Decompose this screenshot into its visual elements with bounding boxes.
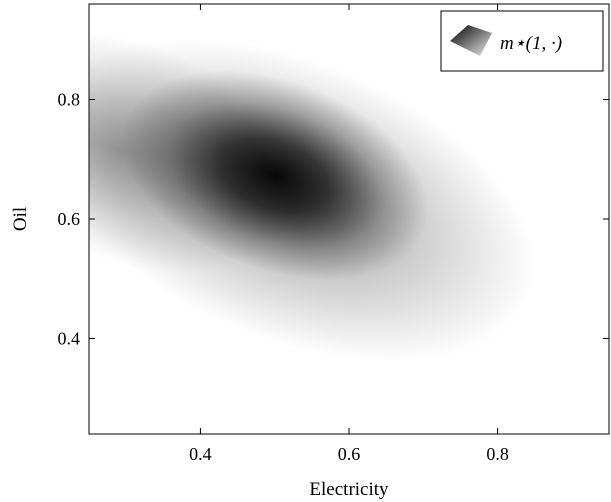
y-tick-label: 0.4 bbox=[58, 328, 81, 348]
x-tick-label: 0.6 bbox=[338, 444, 361, 464]
x-axis: 0.4 0.6 0.8 bbox=[189, 4, 509, 464]
x-axis-label: Electricity bbox=[309, 479, 389, 500]
y-axis: 0.4 0.6 0.8 bbox=[58, 90, 609, 348]
legend: m⋆(1, ·) bbox=[440, 10, 604, 72]
x-tick-label: 0.8 bbox=[486, 444, 509, 464]
legend-entry: m⋆(1, ·) bbox=[500, 33, 562, 54]
y-tick-label: 0.8 bbox=[58, 90, 81, 110]
heatmap-density bbox=[89, 27, 537, 363]
legend-swatch-icon bbox=[450, 25, 492, 56]
y-tick-label: 0.6 bbox=[58, 209, 81, 229]
density-core bbox=[121, 70, 429, 280]
y-axis-label: Oil bbox=[10, 207, 31, 231]
x-tick-label: 0.4 bbox=[189, 444, 212, 464]
